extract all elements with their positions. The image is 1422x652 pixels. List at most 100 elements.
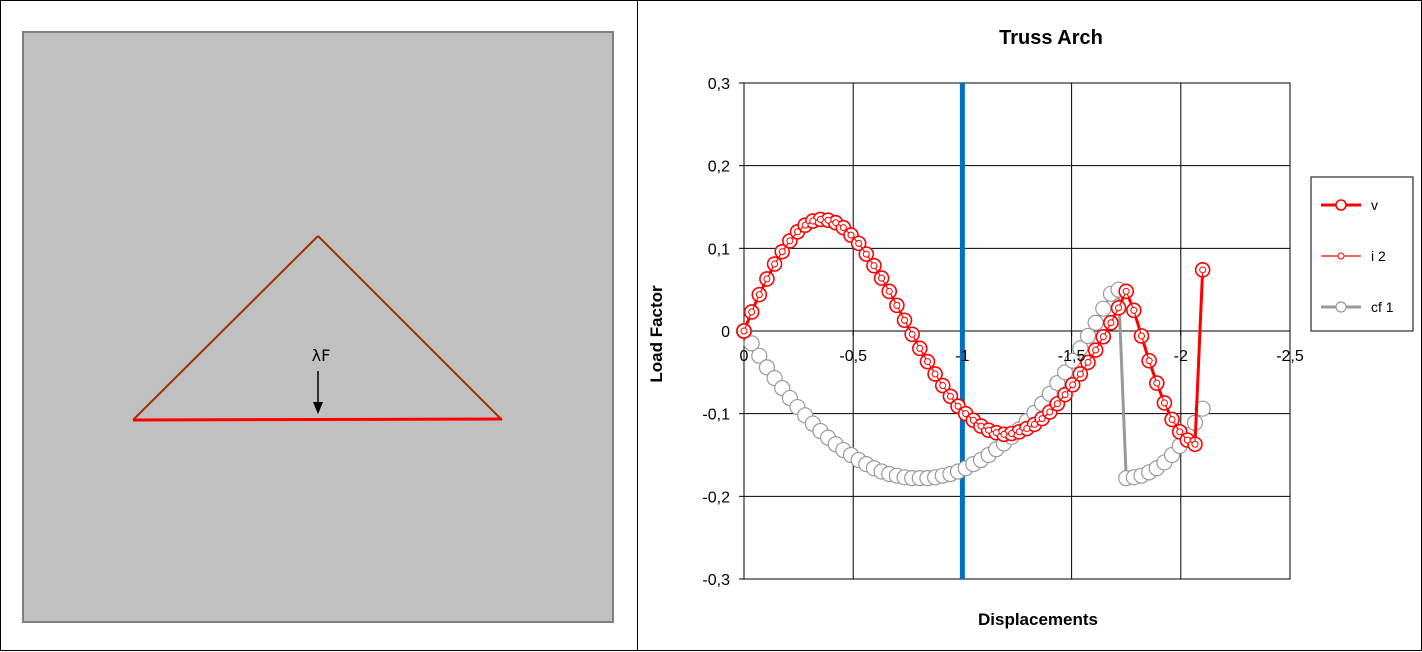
x-axis-title: Displacements bbox=[978, 610, 1098, 629]
series-point-i-2 bbox=[1191, 440, 1199, 448]
x-tick-label: -2,5 bbox=[1276, 348, 1304, 365]
series-point-cf-1 bbox=[1072, 340, 1089, 357]
legend-marker-v bbox=[1335, 199, 1347, 211]
structure-panel: λF bbox=[0, 0, 638, 651]
series-point-i-2 bbox=[755, 291, 763, 299]
series-point-cf-1 bbox=[1095, 300, 1112, 317]
series-point-i-2 bbox=[1023, 425, 1031, 433]
series-point-i-2 bbox=[1038, 415, 1046, 423]
series-point-cf-1 bbox=[1079, 327, 1097, 345]
series-point-i-2 bbox=[1015, 428, 1023, 436]
series-point-i-2 bbox=[1137, 332, 1145, 340]
series-point-i-2 bbox=[992, 429, 1000, 437]
x-tick-label: -1,5 bbox=[1058, 348, 1086, 365]
y-tick-label: 0,3 bbox=[708, 76, 730, 93]
series-point-i-2 bbox=[839, 224, 847, 232]
series-point-i-2 bbox=[824, 216, 832, 224]
series-point-i-2 bbox=[1084, 358, 1092, 366]
structure-svg: λF bbox=[22, 31, 614, 623]
series-point-cf-1 bbox=[743, 335, 760, 352]
series-point-i-2 bbox=[870, 262, 878, 270]
series-point-i-2 bbox=[939, 382, 947, 390]
x-tick-label: -2 bbox=[1174, 348, 1188, 365]
series-point-i-2 bbox=[832, 219, 840, 227]
series-point-i-2 bbox=[878, 274, 886, 282]
series-point-i-2 bbox=[969, 416, 977, 424]
series-point-i-2 bbox=[771, 260, 779, 268]
right-arch-member bbox=[317, 235, 503, 421]
series-point-i-2 bbox=[1092, 346, 1100, 354]
legend-label-v: v bbox=[1371, 197, 1378, 213]
series-point-i-2 bbox=[855, 239, 863, 247]
series-point-i-2 bbox=[763, 275, 771, 283]
series-layer bbox=[735, 83, 1211, 579]
chart-panel: Truss Arch 0 -0,5 -1 -1,5 -2 -2,5 -0,3 -0,2 -0,1… bbox=[637, 0, 1422, 651]
x-tick-label: -0,5 bbox=[839, 348, 867, 365]
series-point-cf-1 bbox=[1056, 364, 1074, 381]
series-point-i-2 bbox=[1199, 266, 1207, 274]
x-tick-label: -1 bbox=[955, 348, 969, 365]
y-tick-label: -0,1 bbox=[702, 407, 730, 424]
series-point-cf-1 bbox=[1064, 352, 1081, 369]
series-point-cf-1 bbox=[1087, 314, 1104, 331]
series-point-i-2 bbox=[801, 221, 809, 229]
series-point-i-2 bbox=[1069, 381, 1077, 389]
legend-box bbox=[1310, 176, 1414, 332]
x-tick-label: 0 bbox=[740, 348, 749, 365]
series-point-i-2 bbox=[916, 344, 924, 352]
y-tick-label: -0,3 bbox=[702, 572, 730, 589]
series-point-i-2 bbox=[885, 287, 893, 295]
series-point-i-2 bbox=[1008, 430, 1016, 438]
series-point-i-2 bbox=[931, 370, 939, 378]
grid bbox=[739, 82, 1291, 580]
load-label: λF bbox=[312, 346, 331, 365]
y-tick-label: -0,2 bbox=[702, 489, 730, 506]
legend-label-i-2: i 2 bbox=[1371, 248, 1386, 264]
series-point-i-2 bbox=[1153, 379, 1161, 387]
series-point-i-2 bbox=[847, 231, 855, 239]
series-point-i-2 bbox=[1130, 306, 1138, 314]
series-point-i-2 bbox=[962, 410, 970, 418]
series-point-i-2 bbox=[809, 217, 817, 225]
series-point-i-2 bbox=[901, 316, 909, 324]
series-point-i-2 bbox=[778, 248, 786, 256]
series-point-i-2 bbox=[816, 215, 824, 223]
series-point-i-2 bbox=[1030, 420, 1038, 428]
series-point-i-2 bbox=[1046, 408, 1054, 416]
series-point-i-2 bbox=[893, 301, 901, 309]
legend-marker-cf-1 bbox=[1335, 301, 1347, 313]
y-tick-label: 0 bbox=[721, 324, 730, 341]
legend-label-cf-1: cf 1 bbox=[1371, 299, 1394, 315]
series-point-i-2 bbox=[1168, 415, 1176, 423]
legend-marker-i-2 bbox=[1337, 252, 1345, 260]
series-point-i-2 bbox=[794, 228, 802, 236]
series-point-i-2 bbox=[1176, 428, 1184, 436]
series-point-i-2 bbox=[954, 402, 962, 410]
series-point-i-2 bbox=[1160, 399, 1168, 407]
load-arrow-head bbox=[313, 402, 323, 414]
series-point-i-2 bbox=[1107, 319, 1115, 327]
left-arch-member bbox=[132, 235, 319, 421]
series-point-i-2 bbox=[1115, 304, 1123, 312]
series-point-i-2 bbox=[1145, 357, 1153, 365]
legend: v i 2 cf 1 bbox=[1310, 176, 1414, 332]
y-tick-label: 0,2 bbox=[708, 159, 730, 176]
y-tick-label: 0,1 bbox=[708, 241, 730, 258]
chart-title: Truss Arch bbox=[999, 27, 1103, 49]
series-point-i-2 bbox=[908, 330, 916, 338]
series-point-i-2 bbox=[1099, 333, 1107, 341]
bottom-chord bbox=[132, 417, 503, 422]
series-point-i-2 bbox=[1076, 370, 1084, 378]
series-point-i-2 bbox=[748, 308, 756, 316]
series-point-i-2 bbox=[740, 327, 748, 335]
series-point-i-2 bbox=[923, 358, 931, 366]
series-point-i-2 bbox=[862, 250, 870, 258]
series-point-i-2 bbox=[1053, 400, 1061, 408]
series-point-i-2 bbox=[1122, 287, 1130, 295]
series-point-i-2 bbox=[977, 422, 985, 430]
series-point-i-2 bbox=[1183, 436, 1191, 444]
chart-svg: Truss Arch 0 -0,5 -1 -1,5 -2 -2,5 -0,3 -0,2 -0,1… bbox=[647, 27, 1414, 629]
y-axis-title: Load Factor bbox=[647, 285, 666, 383]
structure-canvas bbox=[22, 31, 614, 623]
series-point-i-2 bbox=[946, 392, 954, 400]
